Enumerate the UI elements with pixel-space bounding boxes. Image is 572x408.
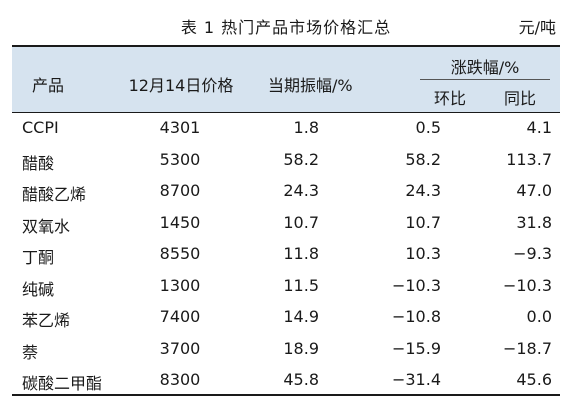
cell-price: 8300	[159, 370, 201, 389]
cell-price: 1450	[159, 212, 201, 232]
cell-mom: −31.4	[391, 370, 441, 389]
cell-price: 8700	[159, 181, 201, 200]
header-amplitude: 当期振幅/%	[268, 76, 353, 95]
cell-amplitude: 11.8	[283, 244, 319, 263]
table-row: 苯乙烯 7400 14.9 −10.8 0.0	[0, 302, 572, 334]
table-row: 纯碱 1300 11.5 −10.3 −10.3	[0, 271, 572, 303]
header-rule	[12, 112, 560, 113]
cell-mom: −15.9	[391, 338, 441, 358]
cell-yoy: 113.7	[506, 149, 552, 169]
cell-yoy: −18.7	[502, 338, 552, 358]
cell-yoy: −10.3	[502, 275, 552, 295]
table-row: 碳酸二甲酯 8300 45.8 −31.4 45.6	[0, 365, 572, 397]
cell-amplitude: 14.9	[283, 307, 319, 326]
cell-product: 萘	[22, 342, 39, 362]
cell-yoy: 0.0	[526, 307, 552, 326]
cell-mom: −10.8	[391, 307, 441, 326]
unit-label: 元/吨	[518, 18, 556, 37]
cell-product: CCPI	[22, 118, 59, 137]
table-body: CCPI 4301 1.8 0.5 4.1 醋酸 5300 58.2 58.2 113.7 醋酸乙烯…	[0, 113, 572, 397]
cell-product: 醋酸乙烯	[22, 185, 87, 204]
bottom-rule	[12, 394, 560, 396]
cell-yoy: 4.1	[526, 118, 552, 137]
cell-product: 碳酸二甲酯	[22, 374, 103, 393]
cell-product: 醋酸	[22, 153, 55, 173]
table-row: 醋酸 5300 58.2 58.2 113.7	[0, 145, 572, 177]
cell-mom: 10.3	[405, 244, 441, 263]
cell-mom: 10.7	[405, 212, 441, 232]
table-row: 醋酸乙烯 8700 24.3 24.3 47.0	[0, 176, 572, 208]
cell-yoy: −9.3	[513, 244, 552, 263]
cell-amplitude: 58.2	[283, 149, 319, 169]
cell-mom: −10.3	[391, 275, 441, 295]
cell-price: 1300	[159, 275, 201, 295]
cell-price: 7400	[159, 307, 201, 326]
cell-price: 4301	[159, 118, 201, 137]
cell-mom: 0.5	[415, 118, 441, 137]
cell-mom: 24.3	[405, 181, 441, 200]
cell-amplitude: 11.5	[283, 275, 319, 295]
cell-amplitude: 45.8	[283, 370, 319, 389]
change-sub-rule	[420, 79, 550, 80]
cell-amplitude: 24.3	[283, 181, 319, 200]
table-row: 双氧水 1450 10.7 10.7 31.8	[0, 208, 572, 240]
cell-yoy: 45.6	[516, 370, 552, 389]
cell-price: 5300	[159, 149, 201, 169]
cell-product: 苯乙烯	[22, 311, 71, 330]
cell-yoy: 47.0	[516, 181, 552, 200]
cell-yoy: 31.8	[516, 212, 552, 232]
table-row: 丁酮 8550 11.8 10.3 −9.3	[0, 239, 572, 271]
cell-price: 3700	[159, 338, 201, 358]
header-yoy: 同比	[503, 89, 536, 108]
cell-product: 丁酮	[22, 248, 55, 267]
cell-price: 8550	[159, 244, 201, 263]
cell-product: 纯碱	[22, 279, 55, 299]
table-row: 萘 3700 18.9 −15.9 −18.7	[0, 334, 572, 366]
header-mom: 环比	[433, 89, 466, 108]
cell-mom: 58.2	[405, 149, 441, 169]
table-row: CCPI 4301 1.8 0.5 4.1	[0, 113, 572, 145]
cell-product: 双氧水	[22, 216, 71, 236]
header-product: 产品	[32, 76, 65, 95]
cell-amplitude: 10.7	[283, 212, 319, 232]
cell-amplitude: 1.8	[293, 118, 319, 137]
header-change: 涨跌幅/%	[450, 58, 520, 77]
top-rule	[12, 45, 560, 47]
table-title: 表 1 热门产品市场价格汇总	[180, 18, 392, 37]
header-price: 12月14日价格	[128, 76, 234, 95]
cell-amplitude: 18.9	[283, 338, 319, 358]
